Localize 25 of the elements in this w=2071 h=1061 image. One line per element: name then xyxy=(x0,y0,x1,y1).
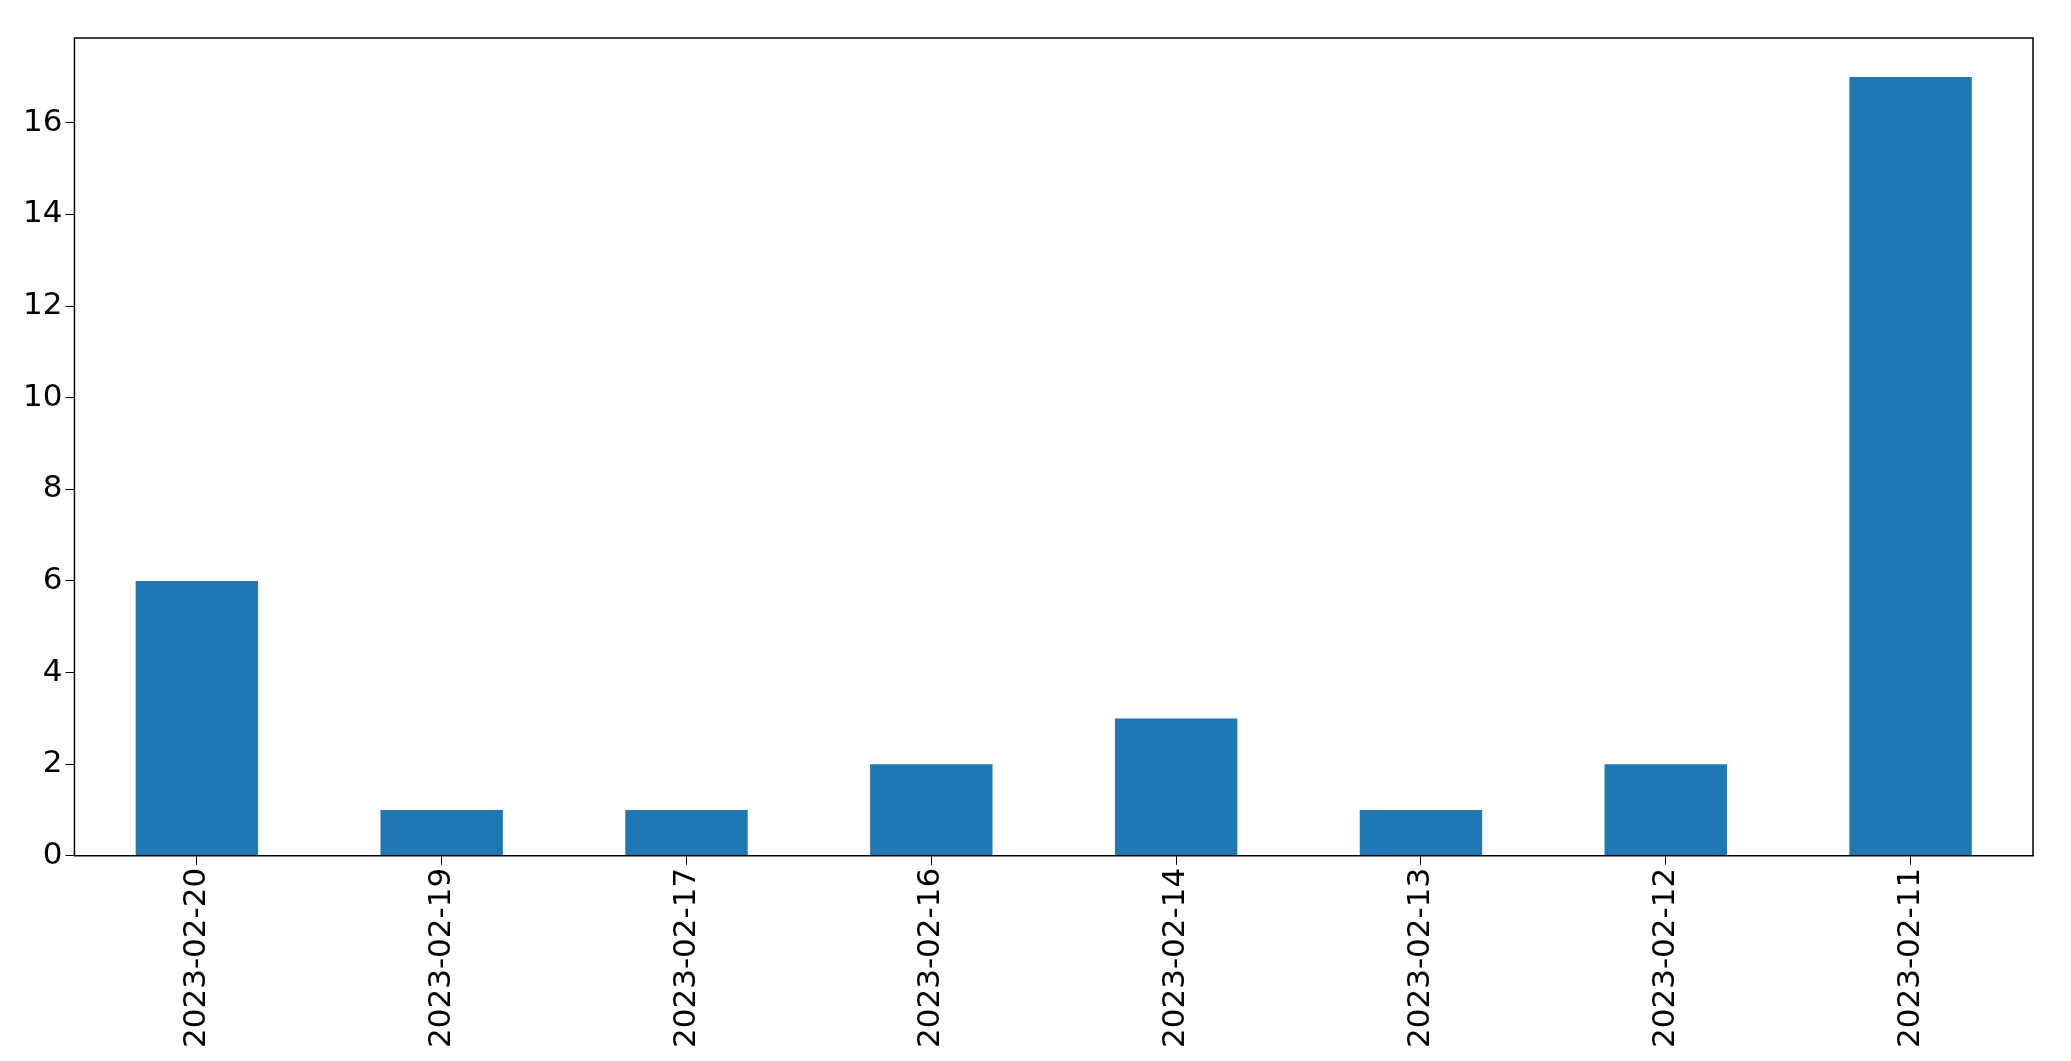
y-tick-label: 8 xyxy=(42,468,63,505)
bar xyxy=(625,810,748,856)
y-tick-label: 12 xyxy=(22,285,63,322)
x-tick-label: 2023-02-19 xyxy=(420,867,457,1049)
y-tick-label: 16 xyxy=(22,101,63,138)
x-tick-label: 2023-02-13 xyxy=(1400,867,1436,1049)
x-tick-label: 2023-02-11 xyxy=(1889,867,1926,1049)
y-tick-label: 6 xyxy=(42,559,63,596)
bar xyxy=(1604,764,1727,856)
y-tick-label: 0 xyxy=(42,834,63,871)
y-tick-label: 2 xyxy=(42,743,63,780)
x-tick-label: 2023-02-17 xyxy=(665,867,702,1049)
bar xyxy=(380,810,503,856)
y-tick-label: 4 xyxy=(42,651,63,688)
y-tick-label: 10 xyxy=(22,376,63,413)
bar xyxy=(1849,76,1972,856)
bar xyxy=(135,580,259,856)
bar xyxy=(1359,810,1483,856)
x-tick-label: 2023-02-16 xyxy=(910,867,947,1049)
bar xyxy=(870,764,993,856)
x-tick-label: 2023-02-14 xyxy=(1155,867,1192,1049)
x-tick-label: 2023-02-20 xyxy=(175,867,212,1049)
bar xyxy=(1114,718,1238,856)
x-tick-label: 2023-02-12 xyxy=(1644,867,1681,1049)
y-tick-label: 14 xyxy=(22,193,63,230)
